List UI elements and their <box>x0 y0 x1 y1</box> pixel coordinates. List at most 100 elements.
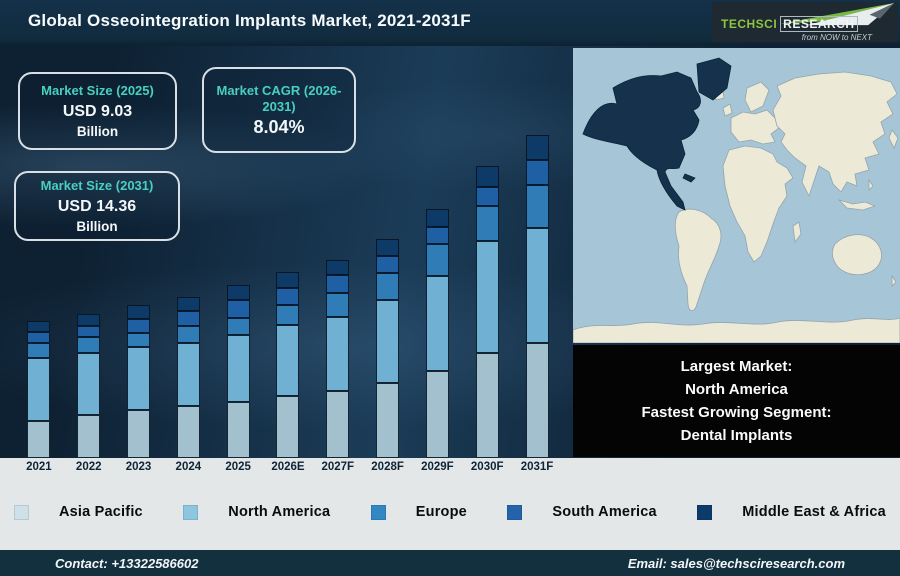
bar-segment-north-america <box>77 353 101 415</box>
market-cagr-box: Market CAGR (2026-2031) 8.04% <box>202 67 356 153</box>
bar-stack <box>376 239 400 458</box>
bar-segment-north-america <box>27 358 51 421</box>
legend-swatch <box>183 504 199 520</box>
bar-segment-south-america <box>226 300 250 318</box>
legend-item-asia-pacific: Asia Pacific <box>14 504 143 520</box>
bar-segment-asia-pacific <box>276 396 300 458</box>
bar-segment-europe <box>475 206 499 241</box>
callout-line: Largest Market: <box>680 358 793 375</box>
x-axis-label-2030f: 2030F <box>470 461 504 473</box>
axis-legend-strip <box>0 458 900 550</box>
box-value: USD 9.03 <box>62 103 133 120</box>
bar-segment-asia-pacific <box>376 383 400 458</box>
map-continent-south-america <box>674 208 722 312</box>
legend-swatch <box>697 504 713 520</box>
legend-swatch <box>370 504 386 520</box>
bar-segment-north-america <box>326 317 350 391</box>
bar-column-2028f <box>363 122 413 458</box>
bar-segment-europe <box>127 333 151 347</box>
logo-tagline: from NOW to NEXT <box>801 33 872 42</box>
x-axis-label-2021: 2021 <box>26 461 52 473</box>
bar-column-2029f <box>413 122 463 458</box>
map-continent-australia <box>832 234 882 276</box>
bar-column-2026e <box>263 122 313 458</box>
map-region-japan <box>888 129 899 149</box>
x-axis-label-2024: 2024 <box>175 461 202 473</box>
bar-segment-south-america <box>525 160 549 185</box>
legend-swatch <box>14 504 29 520</box>
market-size-2025-box: Market Size (2025) USD 9.03 Billion <box>18 72 177 150</box>
bar-column-2031f <box>512 122 562 458</box>
bar-segment-europe <box>376 273 400 300</box>
contact-text: Contact: +13322586602 <box>55 555 199 571</box>
legend: Asia Pacific North America Europe South Ame… <box>0 499 900 525</box>
legend-label: Europe <box>415 504 467 520</box>
bar-stack <box>176 297 200 458</box>
map-region-philippines <box>868 178 874 191</box>
box-title: Market Size (2025) <box>41 83 154 98</box>
bar-segment-middle-east-africa <box>176 297 200 311</box>
callout-line: Dental Implants <box>680 427 793 444</box>
bar-stack <box>425 209 449 458</box>
map-continent-europe <box>730 109 780 145</box>
bar-stack <box>326 260 350 458</box>
bar-segment-asia-pacific <box>127 410 151 458</box>
box-unit: Billion <box>76 219 118 234</box>
bar-segment-europe <box>226 318 250 335</box>
legend-label: North America <box>228 504 331 520</box>
legend-swatch <box>507 504 523 520</box>
bar-segment-asia-pacific <box>77 415 101 458</box>
x-axis-label-2023: 2023 <box>125 461 152 473</box>
techsci-logo: TechSci Research from NOW to NEXT <box>712 2 898 42</box>
bar-segment-north-america <box>376 300 400 383</box>
bar-segment-south-america <box>276 288 300 305</box>
bar-segment-south-america <box>475 187 499 206</box>
bar-segment-europe <box>525 185 549 228</box>
bar-segment-asia-pacific <box>425 371 449 458</box>
bar-segment-south-america <box>326 275 350 293</box>
bar-column-2021 <box>14 122 64 458</box>
map-region-madagascar <box>792 221 802 244</box>
bar-segment-asia-pacific <box>326 391 350 458</box>
bar-column-2023 <box>114 122 164 458</box>
map-region-uk <box>722 103 733 117</box>
map-region-new-zealand <box>891 274 897 287</box>
bar-stack <box>276 272 300 458</box>
x-axis-label-2027f: 2027F <box>321 461 355 473</box>
bar-segment-south-america <box>77 326 101 337</box>
bar-segment-europe <box>276 305 300 325</box>
map-continent-antarctica <box>573 317 900 343</box>
x-axis-label-2028f: 2028F <box>371 461 404 473</box>
map-region-scandinavia <box>744 81 770 113</box>
email-text: Email: sales@techsciresearch.com <box>627 555 845 571</box>
market-size-2031-box: Market Size (2031) USD 14.36 Billion <box>14 171 180 241</box>
bar-segment-middle-east-africa <box>276 272 300 288</box>
bar-segment-europe <box>326 293 350 317</box>
bar-segment-north-america <box>475 241 499 353</box>
bar-segment-north-america <box>127 347 151 410</box>
bar-segment-middle-east-africa <box>475 166 499 187</box>
bar-segment-middle-east-africa <box>425 209 449 227</box>
bar-chart <box>14 122 562 458</box>
logo-brand-secondary: Research <box>780 16 858 32</box>
bar-segment-north-america <box>525 228 549 343</box>
bar-segment-south-america <box>27 332 51 343</box>
logo-wordmark: TechSci Research <box>721 15 858 33</box>
bar-segment-europe <box>425 244 449 276</box>
map-region-caribbean-highlighted <box>682 173 696 183</box>
bar-stack <box>127 305 151 458</box>
bar-column-2024 <box>163 122 213 458</box>
legend-item-south-america: South America <box>507 504 657 520</box>
x-axis-label-2022: 2022 <box>75 461 102 473</box>
footer-bar: Contact: +13322586602 Email: sales@techs… <box>0 550 900 576</box>
bar-segment-asia-pacific <box>475 353 499 458</box>
bar-segment-south-america <box>376 256 400 273</box>
bar-column-2022 <box>64 122 114 458</box>
x-axis-labels: 2021 2022 2023 2024 2025 2026E 2027F 2028F 2029F… <box>14 461 562 473</box>
callout-box: Largest Market: North America Fastest Grow… <box>573 345 900 457</box>
bar-segment-middle-east-africa <box>326 260 350 275</box>
box-unit: Billion <box>76 124 119 139</box>
bar-segment-europe <box>176 326 200 343</box>
logo-brand-primary: TechSci <box>721 17 778 31</box>
callout-line: Fastest Growing Segment: <box>641 404 832 421</box>
